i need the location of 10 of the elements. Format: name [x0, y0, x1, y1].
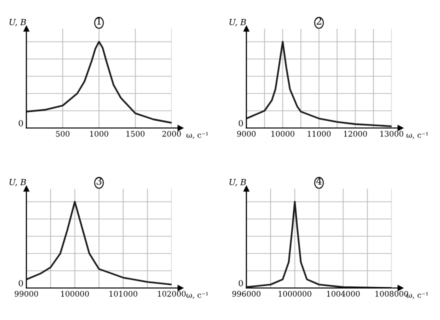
y-axis-title: U, B: [230, 179, 246, 186]
y-axis-title: U, B: [230, 19, 246, 26]
text: 0: [238, 120, 243, 126]
chart-title: 4: [316, 177, 322, 185]
y-axis-title: U, B: [10, 179, 26, 186]
text: 0: [238, 280, 243, 286]
chart-title: 1: [97, 17, 101, 25]
text: 0: [18, 280, 23, 286]
text: 0: [18, 120, 23, 126]
y-axis-title: U, B: [10, 19, 26, 26]
